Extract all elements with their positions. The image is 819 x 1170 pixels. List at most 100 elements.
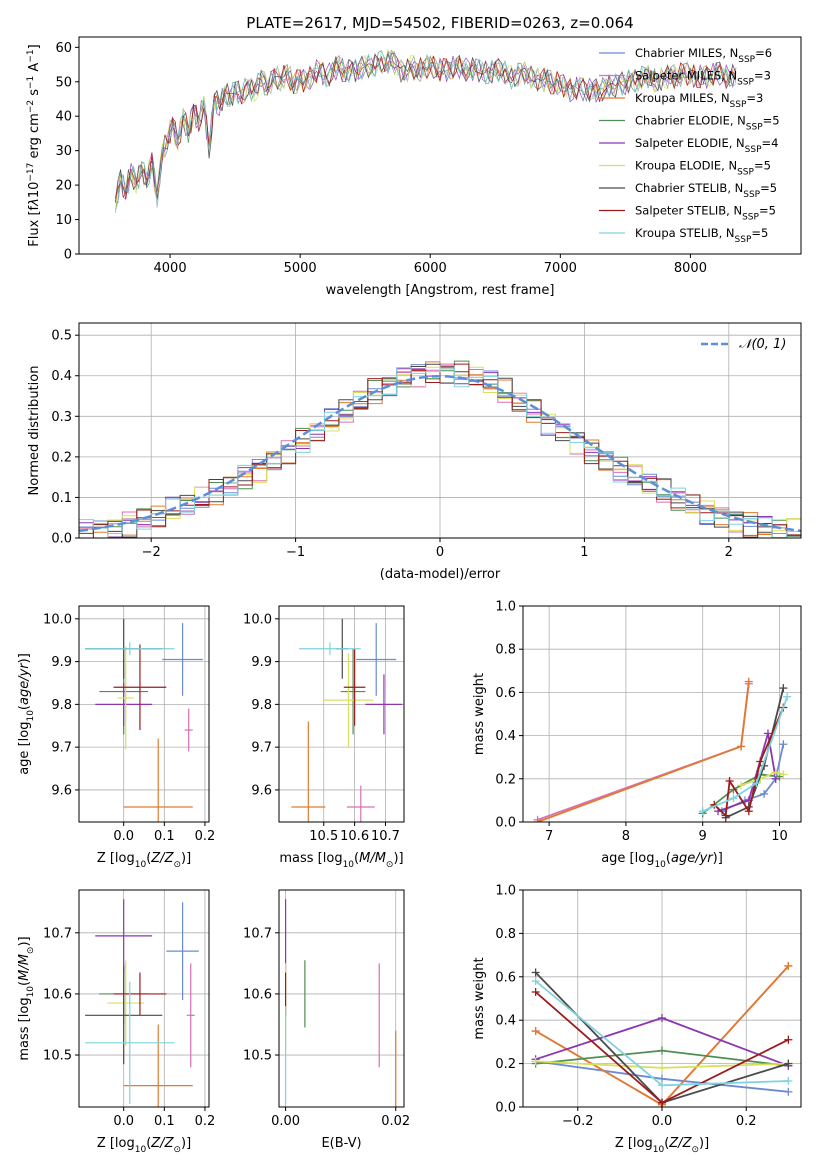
weight-line: [713, 707, 785, 818]
errorbar-point: [356, 623, 397, 696]
weight-marker: [729, 794, 738, 803]
x-tick-label: 6000: [414, 261, 447, 276]
x-axis-label: Z [log10(Z/Z⊙)]: [97, 1136, 191, 1155]
errorbar-point: [123, 738, 193, 822]
y-tick-label: 9.6: [51, 783, 72, 798]
x-tick-label: 8000: [674, 261, 707, 276]
x-tick-label: 0.0: [113, 829, 134, 844]
plot-area-mass_vs_EBV: [285, 899, 397, 1107]
x-tick-label: −2: [142, 545, 161, 560]
weight-marker: [784, 1035, 793, 1044]
x-axis-label: (data-model)/error: [380, 567, 501, 582]
weight-marker: [658, 1098, 666, 1107]
weight-marker: [725, 776, 734, 785]
weight-marker: [784, 1087, 793, 1096]
x-tick-label: 8: [622, 829, 630, 844]
y-tick-label: 0.4: [495, 729, 516, 744]
y-axis-label: mass weight: [472, 957, 487, 1039]
y-tick-label: 10.5: [43, 1049, 72, 1064]
x-tick-label: 0.0: [113, 1114, 134, 1129]
x-tick-label: 9: [699, 829, 707, 844]
plot-area-age_vs_mass: [291, 618, 403, 822]
x-axis-label: Z [log10(Z/Z⊙)]: [97, 851, 191, 870]
plot-area-massweight_vs_age: [533, 677, 792, 822]
x-tick-label: 7: [545, 829, 553, 844]
x-tick-label: −1: [286, 545, 305, 560]
weight-marker: [698, 807, 707, 816]
weight-marker: [531, 1027, 540, 1036]
x-tick-label: 0.1: [154, 1114, 175, 1129]
weight-line: [702, 696, 789, 813]
x-tick-label: 0.2: [195, 1114, 216, 1129]
errorbar-point: [323, 653, 374, 748]
y-tick-label: 60: [55, 41, 72, 56]
weight-marker: [531, 968, 540, 977]
y-tick-label: 0.0: [495, 816, 516, 831]
errorbar-point: [184, 708, 193, 752]
plot-area-massweight_vs_Z: [531, 961, 793, 1107]
errorbar-point: [346, 785, 375, 822]
y-tick-label: 10.6: [243, 987, 272, 1002]
x-axis-label: mass [log10(M/M⊙)]: [279, 851, 403, 870]
axes-frame: [78, 605, 210, 823]
weight-marker: [784, 1076, 793, 1085]
errorbar-point: [291, 721, 326, 822]
x-tick-label: 0.1: [154, 829, 175, 844]
x-tick-label: 0.0: [652, 1114, 673, 1129]
x-tick-label: 1: [580, 545, 588, 560]
histogram-step: [79, 365, 801, 538]
weight-line: [740, 771, 784, 787]
weight-marker: [763, 729, 772, 738]
normal-curve: [79, 374, 801, 533]
y-tick-label: 0.0: [51, 532, 72, 547]
panel-age_vs_Z: 0.0 0.1 0.2 9.6 9.7 9.8 9.9 10.0 Z [log10(Z/Z⊙)]…: [17, 605, 215, 870]
errorbar-point: [85, 966, 163, 1065]
plot-area-spectrum: [115, 48, 737, 213]
weight-marker: [737, 781, 746, 790]
x-tick-label: 4000: [154, 261, 187, 276]
panel-mass_vs_EBV: 0.00 0.02 10.5 10.6 10.7 E(B-V): [243, 889, 410, 1151]
x-tick-label: 0.02: [381, 1114, 410, 1129]
y-tick-label: 0.8: [495, 643, 516, 658]
x-tick-label: 5000: [284, 261, 317, 276]
weight-line: [537, 683, 750, 821]
x-axis-label: age [log10(age/yr)]: [601, 851, 723, 870]
figure-title: PLATE=2617, MJD=54502, FIBERID=0263, z=0…: [246, 14, 633, 32]
panel-massweight_vs_Z: −0.2 0.0 0.2 0.0 0.2 0.4 0.6 0.8 1.0 Z [log10(Z/Z…: [472, 884, 802, 1155]
panel-spectrum: 4000 5000 6000 7000 8000 0 10 20 30 40 50 60 wavelen…: [26, 36, 802, 298]
y-tick-label: 0.8: [495, 927, 516, 942]
panel-age_vs_mass: 10.5 10.6 10.7 9.6 9.7 9.8 9.9 10.0 mass [log10(…: [243, 605, 405, 870]
y-tick-label: 10.7: [243, 926, 272, 941]
y-tick-label: 0.0: [495, 1101, 516, 1116]
weight-marker: [779, 740, 788, 749]
y-tick-label: 0.4: [495, 1014, 516, 1029]
errorbar-point: [166, 902, 199, 1001]
errorbar-point: [113, 972, 167, 1016]
errorbar-point: [162, 623, 203, 696]
legend-entry: Chabrier MILES, NSSP=6: [635, 46, 772, 65]
x-tick-label: 2: [725, 545, 733, 560]
weight-line: [537, 681, 750, 822]
plot-area-residuals: [79, 360, 801, 538]
weight-marker: [756, 757, 765, 766]
legend-entry: Chabrier ELODIE, NSSP=5: [635, 114, 780, 133]
weight-line: [721, 744, 785, 813]
errorbar-point: [95, 899, 153, 973]
errorbar-point: [343, 648, 366, 726]
spectrum-line: [115, 53, 737, 200]
weight-marker: [752, 779, 761, 788]
weight-marker: [760, 789, 769, 798]
errorbar-point: [117, 646, 134, 750]
x-axis-label: wavelength [Angstrom, rest frame]: [326, 283, 555, 298]
weight-marker: [531, 977, 540, 986]
weight-marker: [658, 1081, 666, 1090]
y-tick-label: 10.5: [243, 1049, 272, 1064]
y-axis-label: Flux [fλ10−17 erg cm−2 s−1 A−1]: [26, 44, 42, 246]
y-tick-label: 10.7: [43, 926, 72, 941]
weight-marker: [784, 961, 793, 970]
panel-residuals: −2 −1 0 1 2 0.0 0.1 0.2 0.3 0.4 0.5 (data-model)/er…: [27, 322, 802, 582]
x-tick-label: 7000: [544, 261, 577, 276]
weight-marker: [658, 1046, 666, 1055]
y-tick-label: 9.7: [51, 741, 72, 756]
